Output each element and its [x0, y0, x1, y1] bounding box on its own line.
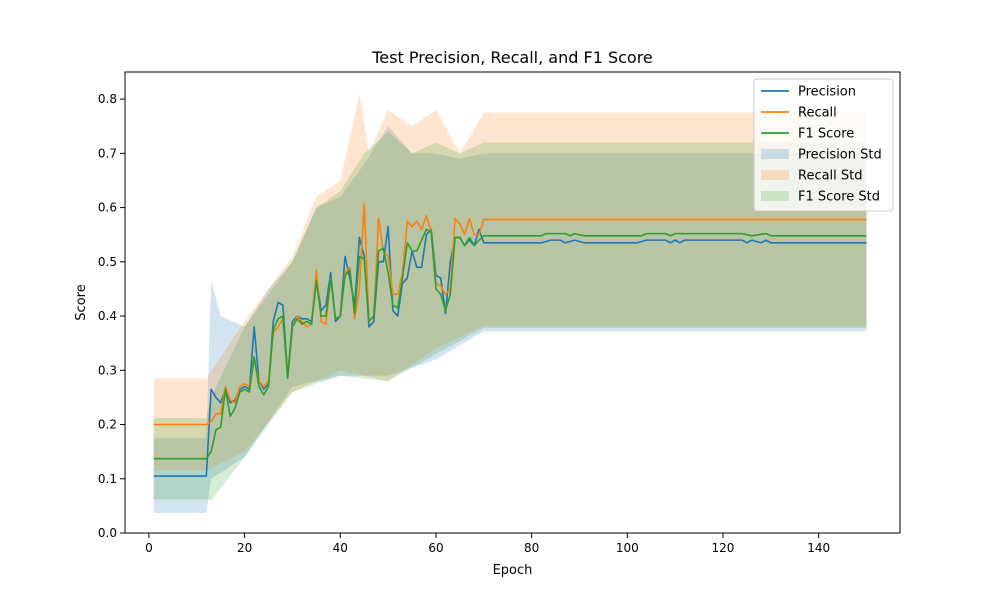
y-tick-label: 0.4 [98, 309, 117, 323]
f1-score-std-band [153, 131, 867, 501]
legend-swatch-precision-std [761, 149, 789, 159]
x-tick-label: 40 [333, 541, 348, 555]
x-tick-label: 100 [616, 541, 639, 555]
recall-std-band [153, 93, 867, 471]
y-tick-label: 0.3 [98, 363, 117, 377]
legend: Precision Recall F1 Score Precision Std Reca… [753, 78, 894, 212]
y-tick-label: 0.5 [98, 255, 117, 269]
y-axis-ticks: 0.0 0.1 0.2 0.3 0.4 0.5 0.6 0.7 0.8 [98, 92, 125, 540]
std-bands [153, 93, 867, 513]
legend-label-recall-std: Recall Std [798, 169, 863, 184]
y-axis-label: Score [74, 284, 89, 320]
x-axis-label: Epoch [493, 563, 533, 578]
legend-label-precision: Precision [798, 85, 856, 100]
y-tick-label: 0.1 [98, 472, 117, 486]
legend-swatch-recall-std [761, 170, 789, 180]
x-tick-label: 120 [712, 541, 735, 555]
precision-line [153, 225, 867, 477]
series-lines [153, 202, 867, 477]
y-tick-label: 0.2 [98, 418, 117, 432]
legend-label-f1-score-std: F1 Score Std [798, 190, 880, 205]
chart-title: Test Precision, Recall, and F1 Score [371, 48, 653, 67]
legend-label-precision-std: Precision Std [798, 148, 882, 163]
plot-frame [124, 71, 901, 534]
x-tick-label: 60 [428, 541, 443, 555]
y-tick-label: 0.8 [98, 92, 117, 106]
y-tick-label: 0.6 [98, 201, 117, 215]
f1-score-line [153, 228, 867, 460]
x-axis-ticks: 0 20 40 60 80 100 120 140 [145, 533, 830, 555]
x-tick-label: 0 [145, 541, 153, 555]
y-tick-label: 0.7 [98, 146, 117, 160]
x-tick-label: 140 [807, 541, 830, 555]
legend-label-recall: Recall [798, 106, 837, 121]
y-tick-label: 0.0 [98, 526, 117, 540]
legend-label-f1-score: F1 Score [798, 127, 854, 142]
legend-swatch-f1-score-std [761, 191, 789, 201]
x-tick-label: 80 [524, 541, 539, 555]
precision-std-band [153, 126, 867, 513]
x-tick-label: 20 [237, 541, 252, 555]
